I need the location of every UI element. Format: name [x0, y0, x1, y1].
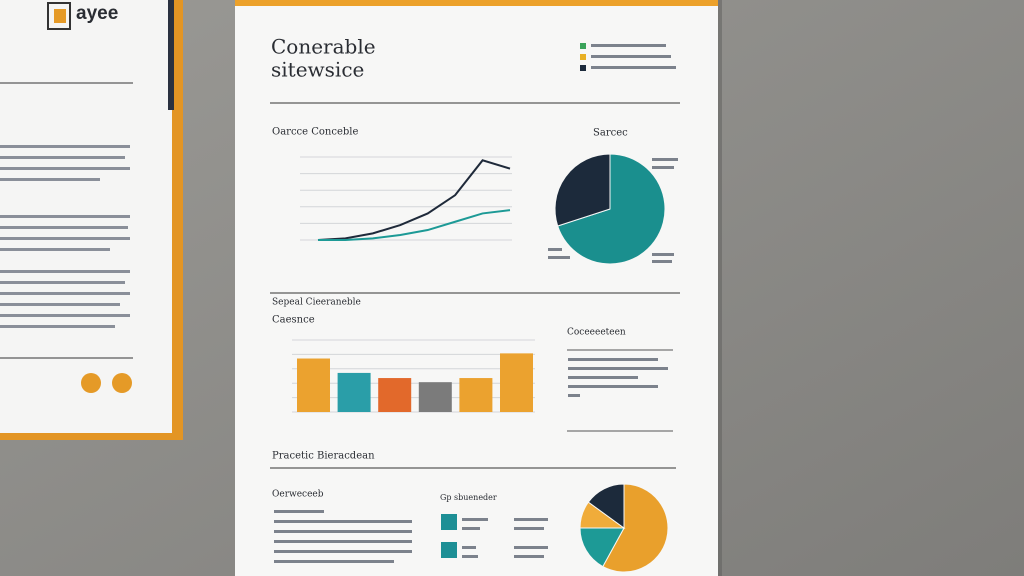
text-line: [274, 560, 394, 563]
text-line: [591, 66, 676, 69]
text-lines: [0, 145, 130, 328]
title: sitewsice: [271, 58, 364, 82]
legend-swatch: [580, 43, 586, 49]
chart-title: Sarcec: [593, 128, 628, 139]
bar: [297, 358, 330, 412]
text-line: [514, 555, 544, 558]
pie-slice: [579, 527, 625, 568]
logo: ayee: [76, 3, 118, 24]
text-line: [591, 44, 666, 47]
title: Conerable: [271, 35, 376, 59]
bar: [418, 382, 452, 412]
main-paper: [235, 0, 718, 576]
charts: [292, 153, 669, 573]
paper-tab: [168, 0, 174, 110]
section-title: Gp sbueneder: [440, 493, 497, 502]
text-line: [0, 178, 100, 181]
text-line: [274, 550, 412, 553]
legend-swatch: [580, 65, 586, 71]
text-line: [568, 385, 658, 388]
icon: [441, 514, 457, 530]
text-lines: [274, 44, 678, 563]
text-line: [568, 394, 580, 397]
text-line: [0, 167, 130, 170]
text-line: [0, 145, 130, 148]
bar: [459, 378, 493, 412]
text-line: [0, 215, 130, 218]
text-line: [0, 281, 125, 284]
text-line: [548, 248, 562, 251]
text-line: [514, 527, 544, 530]
text-line: [548, 256, 570, 259]
bar: [500, 353, 533, 412]
pie-slice: [554, 153, 611, 227]
icon: [81, 373, 101, 393]
section-title: Sepeal Cieeraneble: [272, 298, 361, 308]
text-line: [462, 527, 480, 530]
section-title: Pracetic Bieracdean: [272, 451, 375, 462]
pie-slice: [557, 153, 666, 265]
text-line: [274, 530, 412, 533]
text-line: [0, 226, 128, 229]
text-line: [0, 248, 110, 251]
legend-swatch: [580, 54, 586, 60]
text-line: [568, 367, 668, 370]
text-line: [0, 270, 130, 273]
pie-slice: [602, 483, 669, 573]
pie-slice: [587, 483, 625, 529]
icon: [112, 373, 132, 393]
bar: [378, 378, 412, 412]
text-line: [462, 555, 478, 558]
section-title: Oerweceeb: [272, 490, 324, 500]
text-line: [0, 303, 120, 306]
text-line: [568, 376, 638, 379]
text-line: [652, 260, 672, 263]
text-line: [568, 358, 658, 361]
text-line: [0, 314, 130, 317]
text-line: [0, 156, 125, 159]
text-line: [652, 158, 678, 161]
text-line: [0, 237, 130, 240]
chart-title: Caesnce: [272, 315, 315, 326]
text-line: [274, 540, 412, 543]
text-line: [0, 292, 130, 295]
text-line: [462, 518, 488, 521]
bar: [337, 372, 371, 412]
text-line: [462, 546, 476, 549]
text-line: [652, 253, 674, 256]
line-series: [318, 209, 511, 241]
text-line: [274, 510, 324, 513]
line-series: [317, 159, 511, 241]
text-line: [274, 520, 412, 523]
top-band: [235, 0, 718, 6]
text-line: [591, 55, 671, 58]
logo-icon-fill: [54, 9, 66, 23]
text-line: [0, 325, 115, 328]
icon: [441, 542, 457, 558]
logo-icon: [47, 2, 71, 30]
text-line: [652, 166, 674, 169]
chart-title: Oarcce Conceble: [272, 127, 358, 138]
text-line: [514, 518, 548, 521]
side-title: Coceeeeteen: [567, 328, 626, 338]
text-line: [514, 546, 548, 549]
